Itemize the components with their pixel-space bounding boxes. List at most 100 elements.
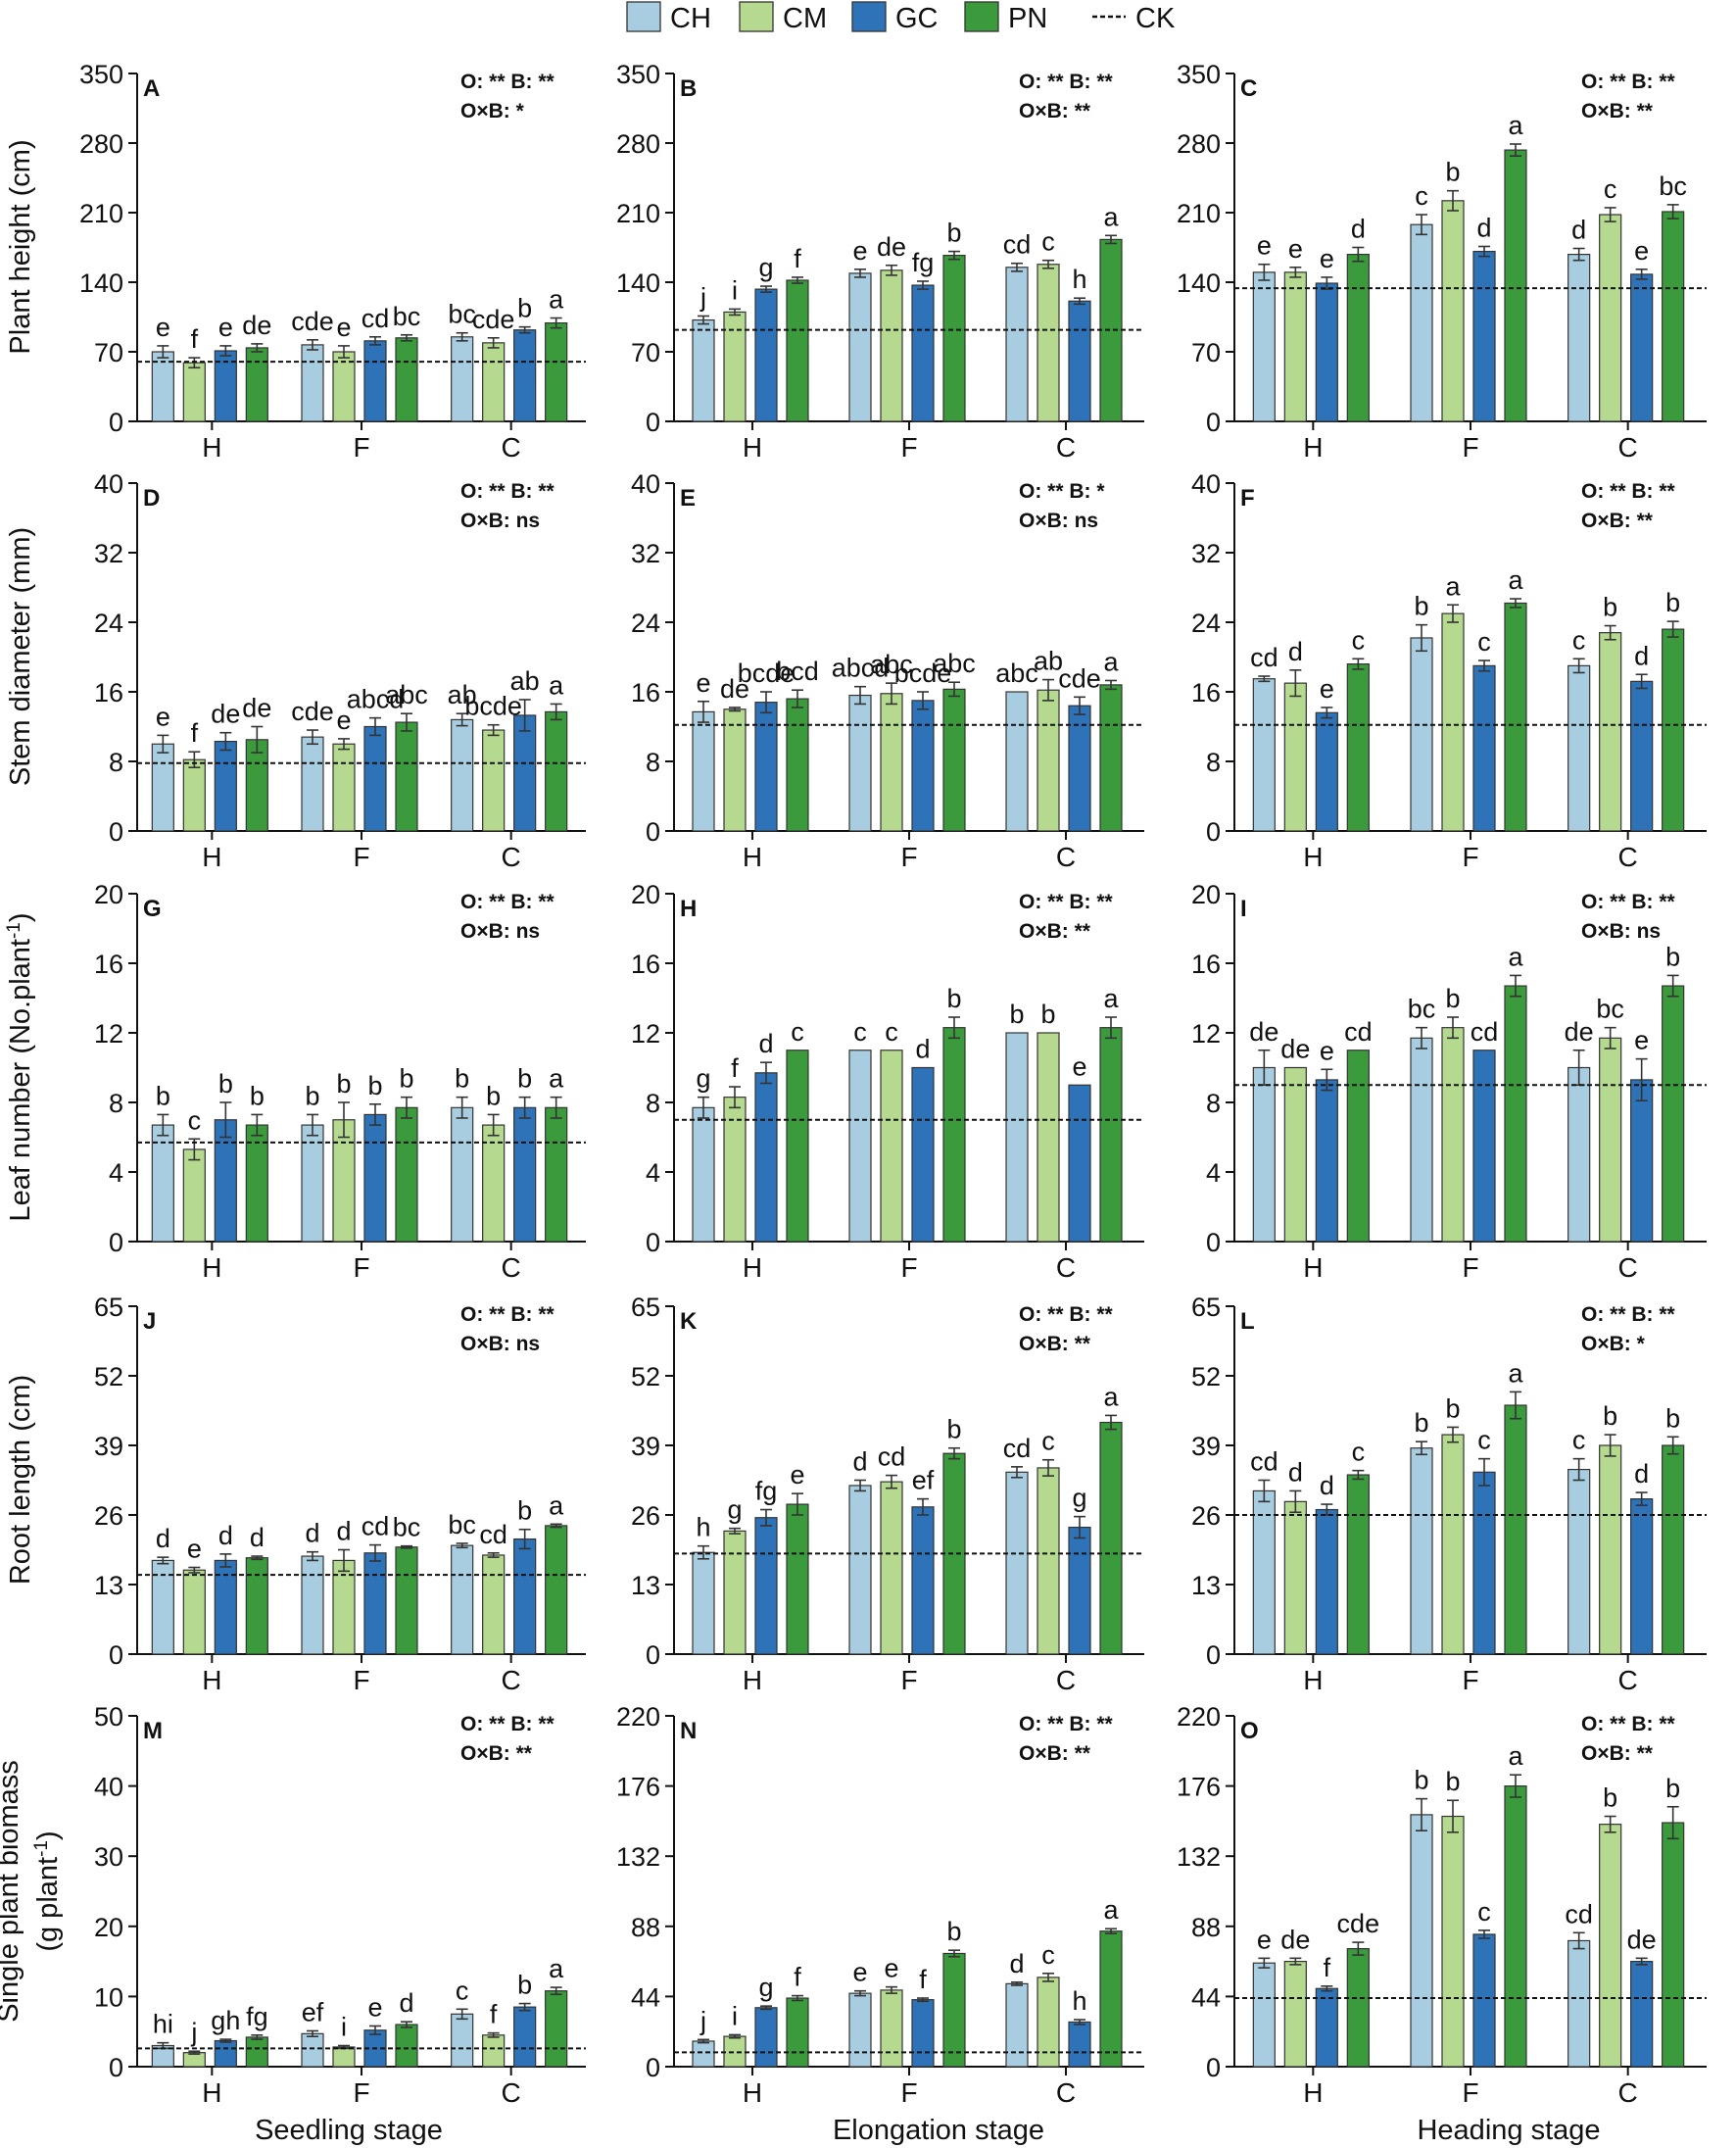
error-bar xyxy=(157,734,169,754)
stats-line: O×B: ** xyxy=(1581,510,1654,532)
error-bar xyxy=(698,1096,709,1119)
significance-letter: ef xyxy=(302,1997,324,2026)
row-y-axis-labels: Plant height (cm) Stem diameter (mm) Root … xyxy=(0,139,64,2022)
error-bar xyxy=(251,2033,264,2040)
bar-CM-F xyxy=(880,1989,903,2068)
significance-letter: f xyxy=(794,244,801,273)
bar-CM-H xyxy=(723,311,747,422)
bar-PN-H xyxy=(245,347,268,422)
bar-CH-C xyxy=(1567,664,1591,832)
error-bar xyxy=(251,725,264,754)
significance-letter: abcd xyxy=(832,654,890,683)
significance-letter: b xyxy=(946,219,961,248)
panel-label: L xyxy=(1240,1308,1255,1335)
significance-letter: j xyxy=(699,282,706,312)
significance-letter: e xyxy=(1634,236,1649,266)
y-tick-label: 8 xyxy=(646,1089,660,1118)
x-tick-label-F: F xyxy=(1462,432,1478,463)
x-tick-label-H: H xyxy=(743,1252,762,1283)
error-bar xyxy=(188,2050,201,2055)
bar-PN-C xyxy=(1662,628,1685,832)
y-tick-label: 26 xyxy=(631,1501,660,1531)
significance-letter: de xyxy=(211,700,240,729)
x-tick-label-F: F xyxy=(353,2077,369,2108)
stage-label: Seedling stage xyxy=(255,2115,443,2146)
error-bar xyxy=(1604,1434,1616,1457)
error-bar xyxy=(369,716,381,737)
significance-letter: ab xyxy=(1034,647,1063,676)
bar-CH-F xyxy=(848,1050,872,1243)
x-tick-label-H: H xyxy=(743,842,762,872)
significance-letter: c xyxy=(1041,1940,1055,1970)
y-tick-label: 16 xyxy=(1191,678,1221,708)
significance-letter: e xyxy=(1072,1051,1086,1081)
error-bar xyxy=(1572,247,1585,262)
bar-CM-C xyxy=(482,342,506,422)
bar-PN-C xyxy=(1662,985,1685,1243)
error-bar xyxy=(1289,266,1302,278)
significance-letter: j xyxy=(190,2018,197,2047)
significance-letter: f xyxy=(490,2000,498,2029)
error-bar xyxy=(760,2005,772,2011)
bar-GC-C xyxy=(1630,1960,1654,2068)
significance-letter: c xyxy=(1352,1438,1366,1467)
significance-letter: d xyxy=(758,1029,773,1058)
x-tick-label-H: H xyxy=(1303,432,1323,463)
significance-letter: cd xyxy=(1250,1447,1278,1477)
significance-letter: a xyxy=(549,1064,564,1094)
significance-letter: cde xyxy=(472,305,515,334)
legend-label-pn: PN xyxy=(1008,3,1047,34)
significance-letter: b xyxy=(517,294,532,323)
error-bar xyxy=(760,1508,772,1527)
significance-letter: f xyxy=(191,718,199,748)
x-tick-label-H: H xyxy=(202,1665,221,1695)
significance-letter: d xyxy=(336,1517,351,1546)
y-tick-label: 88 xyxy=(631,1913,660,1942)
bar-GC-F xyxy=(1472,664,1496,832)
significance-letter: b xyxy=(517,1496,532,1526)
significance-letter: e xyxy=(187,1535,202,1564)
error-bar xyxy=(1074,2019,1085,2026)
error-bar xyxy=(1572,658,1585,674)
significance-letter: e xyxy=(367,1992,382,2022)
significance-letter: b xyxy=(1009,1000,1024,1029)
x-tick-label-F: F xyxy=(1462,1252,1478,1283)
bar-CH-C xyxy=(451,2013,474,2068)
panel-label: O xyxy=(1240,1718,1259,1744)
y-tick-label: 140 xyxy=(616,268,660,298)
significance-letter: e xyxy=(156,313,170,342)
y-tick-label: 52 xyxy=(631,1362,660,1391)
significance-letter: g xyxy=(1072,1484,1086,1513)
x-tick-label-F: F xyxy=(353,432,369,463)
bar-CH-C xyxy=(1567,1066,1591,1243)
bar-CM-F xyxy=(332,1119,356,1243)
error-bar xyxy=(917,280,929,290)
y-tick-label: 280 xyxy=(79,129,123,159)
significance-letter: g xyxy=(758,1973,773,2002)
y-tick-label: 0 xyxy=(1206,817,1221,847)
bar-PN-C xyxy=(545,1525,568,1655)
error-bar xyxy=(1666,974,1679,998)
significance-letter: de xyxy=(1280,1035,1310,1064)
y-tick-label: 16 xyxy=(1191,950,1221,979)
significance-letter: a xyxy=(549,1490,564,1520)
significance-letter: a xyxy=(1508,1741,1523,1771)
error-bar xyxy=(1572,1457,1585,1482)
significance-letter: e xyxy=(790,1460,804,1489)
y-tick-label: 8 xyxy=(1206,748,1221,777)
bar-GC-H xyxy=(214,1119,237,1243)
bar-CM-C xyxy=(482,1554,506,1655)
significance-letter: b xyxy=(336,1069,351,1098)
y-tick-label: 20 xyxy=(631,880,660,909)
panel-label: G xyxy=(143,896,162,922)
significance-letter: bcde xyxy=(738,659,796,688)
y-tick-label: 26 xyxy=(94,1501,123,1531)
error-bar xyxy=(456,712,468,727)
significance-letter: d xyxy=(1634,641,1649,670)
bar-PN-H xyxy=(786,1997,809,2068)
bar-CM-H xyxy=(1283,1500,1307,1655)
